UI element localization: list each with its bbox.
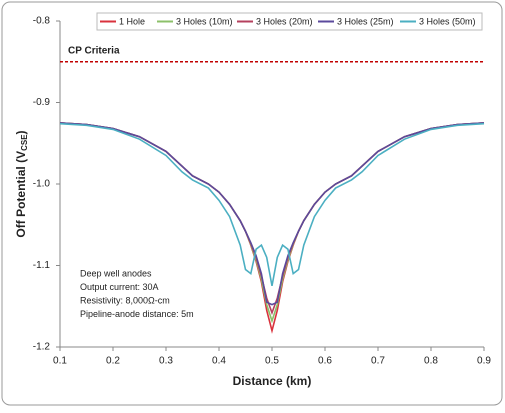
x-tick-label: 0.2 xyxy=(106,356,120,367)
chart-frame xyxy=(1,1,503,406)
y-label-text: Off Potential (V xyxy=(14,151,28,238)
series-line xyxy=(59,122,485,287)
annotation-line: Deep well anodes xyxy=(80,268,152,278)
annotation-line: Output current: 30A xyxy=(80,282,159,292)
y-label-end: ) xyxy=(14,130,28,134)
y-tick-label: -0.8 xyxy=(33,16,51,27)
x-tick-label: 0.7 xyxy=(371,356,385,367)
x-tick-label: 0.6 xyxy=(318,356,332,367)
legend-label: 3 Holes (25m) xyxy=(337,16,394,26)
annotation-line: Pipeline-anode distance: 5m xyxy=(80,309,194,319)
series-line xyxy=(59,122,485,306)
x-tick-label: 0.9 xyxy=(477,356,491,367)
x-tick-label: 0.4 xyxy=(212,356,226,367)
x-tick-label: 0.8 xyxy=(424,356,438,367)
y-label-sub: CSE xyxy=(20,134,29,151)
legend-label: 3 Holes (20m) xyxy=(256,16,313,26)
y-tick-label: -1.2 xyxy=(33,342,51,353)
cp-criteria-label: CP Criteria xyxy=(68,45,120,56)
y-axis-label: Off Potential (VCSE) xyxy=(14,130,29,237)
x-axis-label: Distance (km) xyxy=(233,374,312,388)
legend-label: 3 Holes (10m) xyxy=(176,16,233,26)
legend: 1 Hole 3 Holes (10m) 3 Holes (20m) 3 Holes … xyxy=(96,12,483,31)
x-tick-label: 0.1 xyxy=(53,356,67,367)
legend-label: 3 Holes (50m) xyxy=(419,16,476,26)
legend-label: 1 Hole xyxy=(119,16,145,26)
y-tick-label: -1.1 xyxy=(33,260,51,271)
x-tick-label: 0.5 xyxy=(265,356,279,367)
y-tick-label: -0.9 xyxy=(33,97,51,108)
y-tick-label: -1.0 xyxy=(33,179,51,190)
annotation-line: Resistivity: 8,000Ω-cm xyxy=(80,295,170,305)
x-tick-label: 0.3 xyxy=(159,356,173,367)
legend-box xyxy=(96,12,483,31)
